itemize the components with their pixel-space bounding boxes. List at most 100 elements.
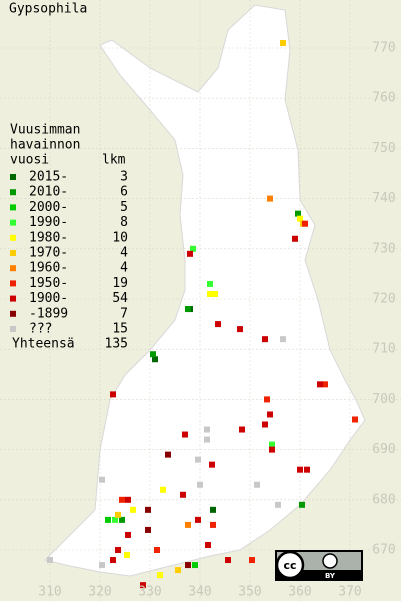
square	[99, 476, 105, 483]
legend-label: 2015-	[29, 170, 68, 185]
square	[280, 336, 286, 343]
square	[145, 506, 151, 513]
square	[267, 195, 273, 202]
square	[115, 511, 121, 518]
legend-label: -1899	[29, 306, 68, 321]
y-tick-label: 740	[372, 191, 395, 206]
square	[160, 486, 166, 493]
square	[180, 491, 186, 498]
square	[212, 290, 218, 297]
y-tick-label: 770	[372, 41, 395, 56]
square	[185, 306, 191, 313]
y-tick-label: 670	[372, 543, 395, 558]
square	[112, 516, 118, 523]
square	[154, 547, 160, 553]
square	[262, 336, 268, 343]
legend: 2015- 3 2010- 6 2000- 5 1990- 8 1980- 10 1970- 4 196…	[10, 170, 128, 352]
legend-label: 1980-	[29, 230, 68, 245]
legend-count: 19	[112, 276, 128, 291]
x-tick-label: 310	[38, 585, 61, 600]
legend-heading: havainnon	[10, 138, 80, 153]
square	[150, 351, 156, 358]
x-tick-label: 350	[238, 585, 261, 600]
square	[185, 521, 191, 528]
square	[209, 461, 215, 468]
x-tick-label: 330	[138, 585, 161, 600]
legend-swatch	[10, 295, 16, 302]
square	[125, 496, 131, 503]
square	[275, 501, 281, 508]
square	[237, 326, 243, 333]
legend-label: 1970-	[29, 246, 68, 261]
by-icon	[322, 553, 338, 569]
legend-count: 3	[120, 170, 128, 185]
square	[322, 381, 328, 388]
square	[110, 391, 116, 398]
square	[297, 466, 303, 473]
legend-count: 54	[112, 291, 128, 306]
legend-heading: Vuusimman	[10, 123, 80, 138]
square	[152, 356, 158, 363]
country-outline	[44, 4, 366, 577]
square	[47, 557, 53, 564]
square	[204, 436, 210, 443]
square	[130, 506, 136, 513]
legend-swatch	[10, 265, 16, 272]
square	[225, 557, 231, 564]
square	[192, 562, 198, 569]
square	[299, 501, 305, 508]
legend-heading: vuosi	[10, 153, 49, 168]
square	[210, 506, 216, 513]
legend-count: 6	[120, 185, 128, 200]
legend-swatch	[10, 326, 16, 332]
square	[264, 396, 270, 403]
square	[185, 562, 191, 569]
title: Gypsophila	[9, 2, 87, 17]
square	[292, 235, 298, 242]
legend-swatch	[10, 234, 16, 241]
square	[269, 441, 275, 448]
by-text: BY	[325, 572, 336, 580]
legend-label: 1990-	[29, 215, 68, 230]
square	[175, 567, 181, 574]
cc-text: cc	[283, 559, 296, 572]
legend-count: 4	[120, 261, 128, 276]
square	[207, 280, 213, 287]
square	[317, 381, 323, 388]
legend-label: ???	[29, 322, 52, 337]
legend-label: 2000-	[29, 200, 68, 215]
square	[124, 552, 130, 559]
legend-count-heading: lkm	[102, 153, 126, 168]
legend-count: 7	[120, 306, 128, 321]
square	[254, 481, 260, 488]
square	[190, 245, 196, 252]
y-tick-label: 720	[372, 292, 395, 307]
x-tick-label: 340	[188, 585, 211, 600]
legend-total-label: Yhteensä	[12, 337, 75, 352]
legend-count: 8	[120, 215, 128, 230]
square	[105, 516, 111, 523]
square	[182, 431, 188, 438]
x-tick-label: 360	[288, 585, 311, 600]
square	[125, 531, 131, 538]
y-tick-label: 710	[372, 342, 395, 357]
cc-icon	[275, 550, 305, 580]
square	[269, 446, 275, 453]
square	[210, 521, 216, 528]
legend-label: 1960-	[29, 261, 68, 276]
legend-swatch	[10, 174, 16, 180]
square	[297, 215, 303, 222]
legend-swatch	[10, 280, 16, 287]
legend-label: 2010-	[29, 185, 68, 200]
legend-swatch	[10, 250, 16, 256]
square	[239, 426, 245, 433]
legend-count: 15	[112, 322, 128, 337]
legend-swatch	[10, 310, 16, 317]
squares	[47, 39, 358, 589]
square	[304, 466, 310, 473]
legend-count: 4	[120, 246, 128, 261]
legend-swatch	[10, 219, 16, 226]
legend-swatch	[10, 189, 16, 196]
legend-count: 10	[112, 230, 128, 245]
